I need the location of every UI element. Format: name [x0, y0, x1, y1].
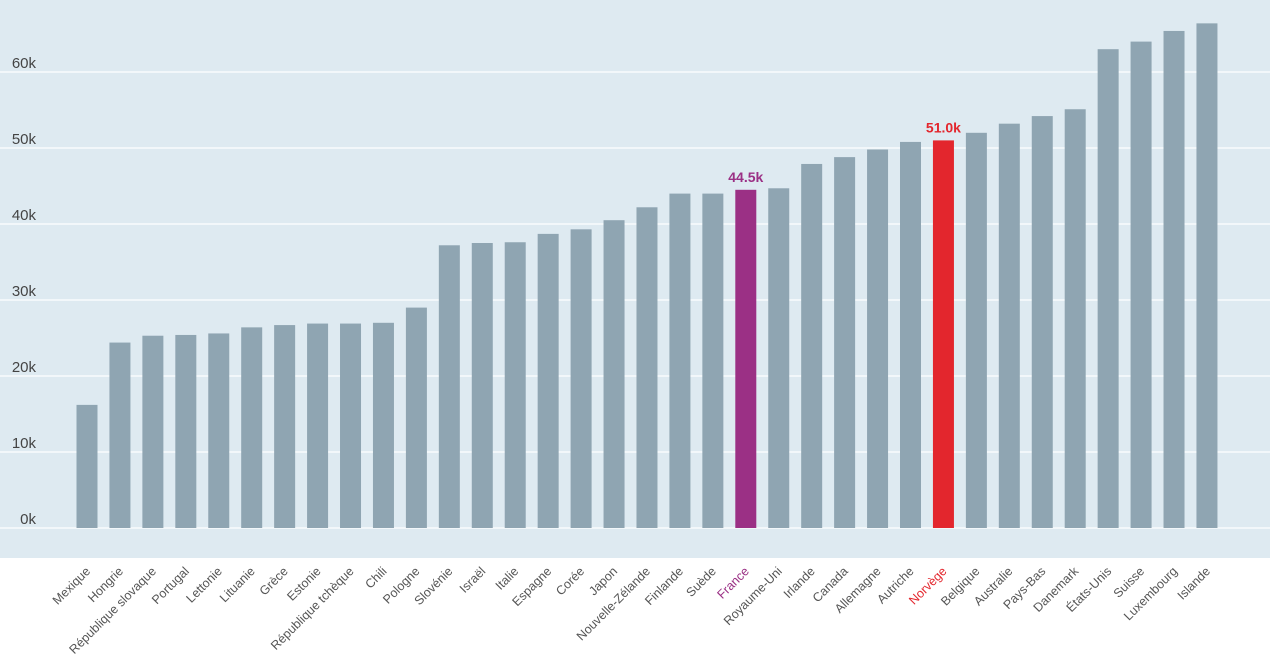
category-label: Mexique [50, 564, 93, 607]
bar [405, 307, 427, 528]
bar [932, 140, 954, 528]
bar [965, 132, 987, 529]
y-tick-label: 40k [12, 207, 37, 224]
y-tick-label: 60k [12, 55, 37, 72]
bar [570, 229, 592, 528]
bar [1031, 116, 1053, 528]
category-label: Lituanie [217, 564, 258, 605]
bar [669, 193, 691, 528]
bar [109, 342, 131, 528]
bar [603, 220, 625, 528]
bar [208, 333, 230, 528]
bar [768, 188, 790, 528]
bar [867, 149, 889, 528]
bar [274, 325, 296, 528]
y-tick-label: 30k [12, 283, 37, 300]
bar [307, 323, 329, 528]
bar [900, 141, 921, 529]
bar [175, 334, 197, 528]
data-label: 44.5k [728, 169, 763, 185]
category-label: Lettonie [184, 564, 225, 605]
category-label: Israël [457, 564, 489, 596]
bar [735, 189, 757, 529]
bar [372, 322, 394, 528]
y-tick-label: 10k [12, 435, 37, 452]
category-label: Suède [684, 564, 719, 599]
bar [801, 163, 823, 528]
bar [142, 335, 164, 528]
bar [702, 193, 724, 528]
bar [241, 327, 263, 528]
y-tick-label: 50k [12, 131, 37, 148]
bar [998, 123, 1020, 529]
category-label: Corée [553, 564, 587, 598]
y-tick-label: 20k [12, 359, 37, 376]
category-label: Portugal [149, 564, 192, 607]
bar [636, 207, 658, 528]
bar [438, 245, 460, 528]
data-label: 51.0k [926, 119, 961, 135]
bar [504, 242, 526, 529]
bar [537, 233, 559, 528]
bar [1163, 30, 1185, 529]
bar [471, 243, 493, 528]
category-label: Chili [362, 564, 389, 591]
bar [834, 157, 856, 528]
category-label: Italie [493, 564, 522, 593]
bar [1064, 109, 1086, 529]
bar [1097, 49, 1119, 528]
bar [76, 404, 98, 528]
category-label: Royaume-Uni [721, 564, 785, 628]
bar [340, 323, 362, 528]
category-label: Islande [1175, 564, 1213, 602]
bar [1130, 41, 1152, 528]
bar [1196, 23, 1218, 529]
y-tick-label: 0k [20, 511, 36, 528]
